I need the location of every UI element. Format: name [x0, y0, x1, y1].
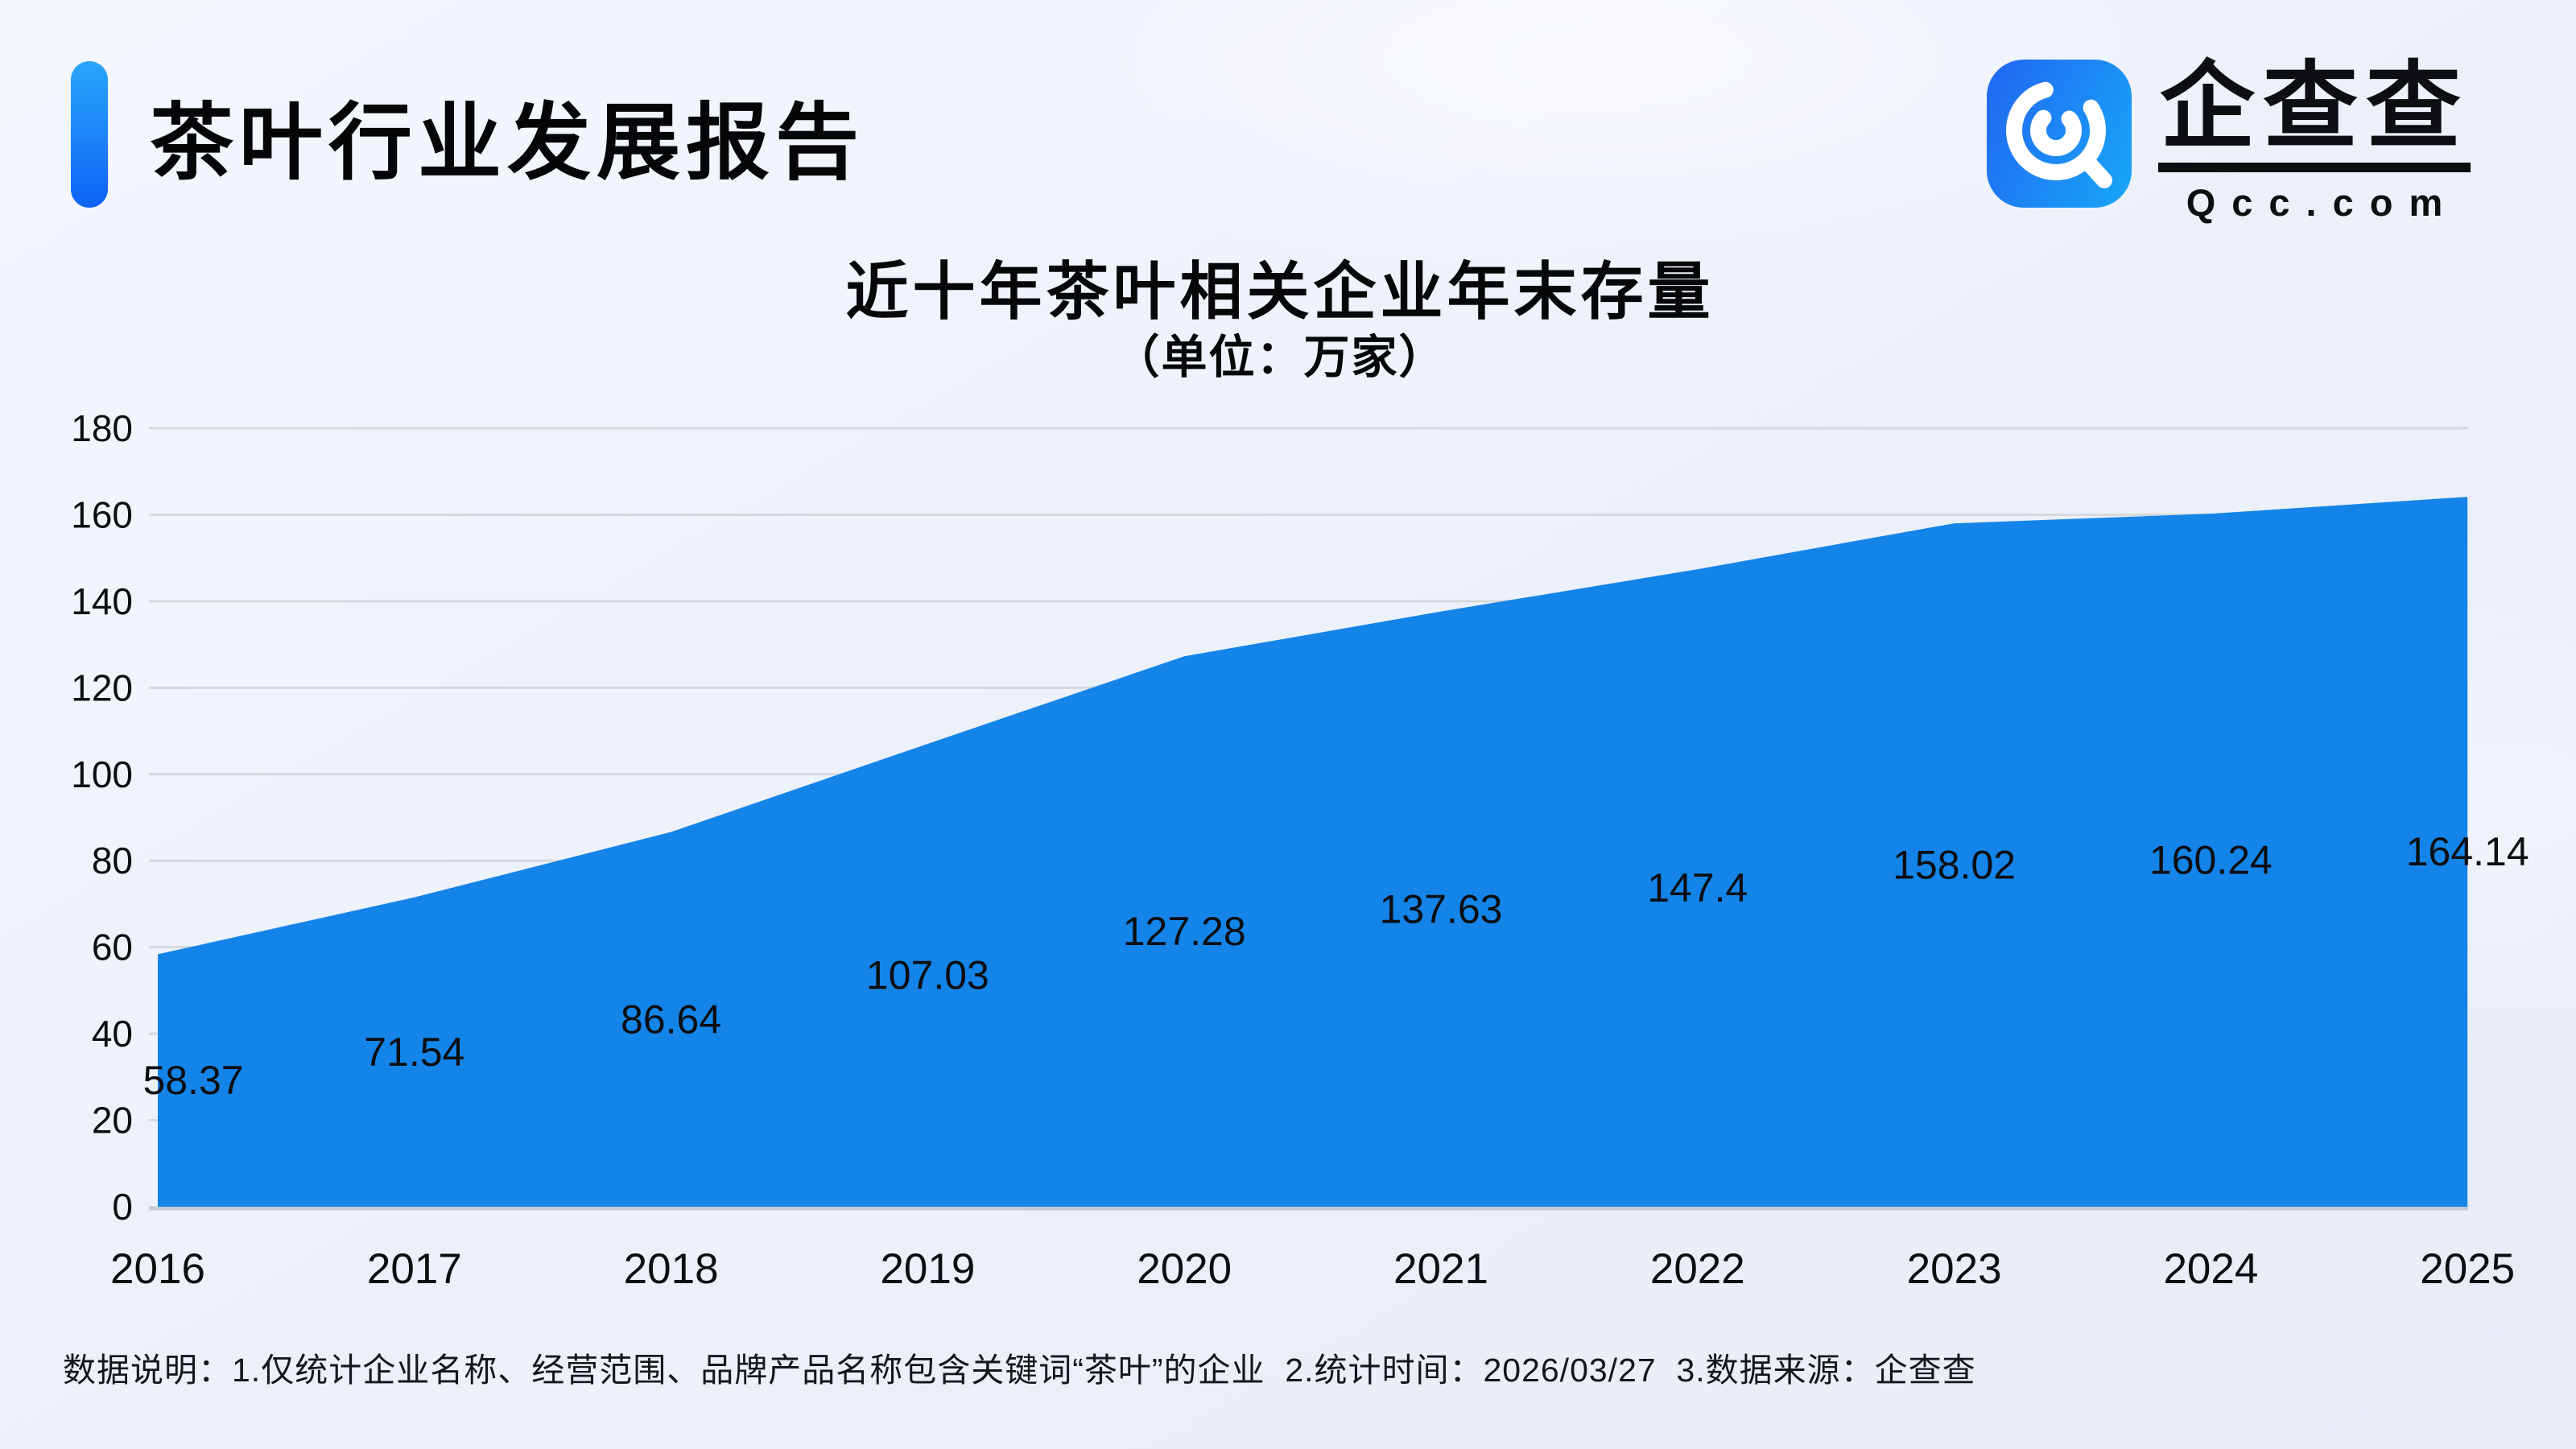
x-tick-label: 2025: [2420, 1245, 2515, 1293]
y-tick-label: 80: [92, 840, 133, 881]
chart-unit-subtitle: （单位：万家）: [1113, 332, 1447, 383]
area-series: [158, 497, 2468, 1207]
chart-title: 近十年茶叶相关企业年末存量: [845, 256, 1715, 327]
y-tick-label: 40: [92, 1013, 133, 1055]
data-label: 107.03: [866, 953, 989, 998]
header-accent-bar: [71, 61, 108, 208]
x-tick-label: 2019: [880, 1245, 975, 1293]
data-label: 86.64: [621, 997, 721, 1042]
data-label: 58.37: [142, 1058, 243, 1103]
y-tick-label: 0: [112, 1186, 133, 1228]
qcc-magnifier-icon: [1986, 60, 2132, 208]
qcc-logo: 企查查 Qcc.com: [1986, 60, 2471, 225]
y-tick-label: 60: [92, 927, 133, 968]
data-label: 158.02: [1893, 843, 2016, 888]
x-tick-label: 2018: [624, 1245, 719, 1293]
qcc-logo-text: 企查查 Qcc.com: [2157, 60, 2471, 225]
report-title: 茶叶行业发展报告: [150, 96, 865, 190]
x-tick-label: 2016: [110, 1245, 205, 1293]
x-tick-label: 2020: [1137, 1245, 1232, 1293]
qcc-brand-en: Qcc.com: [2186, 181, 2459, 224]
x-tick-label: 2024: [2163, 1245, 2258, 1293]
data-source-note: 数据说明：1.仅统计企业名称、经营范围、品牌产品名称包含关键词“茶叶”的企业 2…: [63, 1352, 1976, 1389]
data-label: 137.63: [1380, 886, 1503, 931]
data-label: 164.14: [2406, 829, 2529, 874]
data-label: 147.4: [1647, 865, 1748, 910]
y-tick-label: 140: [71, 580, 133, 622]
y-tick-label: 180: [71, 407, 133, 449]
y-tick-label: 120: [71, 667, 133, 708]
y-tick-label: 100: [71, 753, 133, 795]
y-tick-label: 160: [71, 493, 133, 535]
x-tick-label: 2022: [1650, 1245, 1745, 1293]
x-tick-label: 2023: [1907, 1245, 2002, 1293]
x-tick-label: 2021: [1393, 1245, 1488, 1293]
data-label: 160.24: [2149, 838, 2273, 883]
data-label: 71.54: [364, 1030, 464, 1075]
report-header: 茶叶行业发展报告: [71, 61, 865, 208]
qcc-brand-cn: 企查查: [2157, 60, 2471, 172]
x-tick-label: 2017: [367, 1245, 462, 1293]
y-tick-label: 20: [92, 1100, 133, 1141]
data-label: 127.28: [1123, 909, 1246, 954]
